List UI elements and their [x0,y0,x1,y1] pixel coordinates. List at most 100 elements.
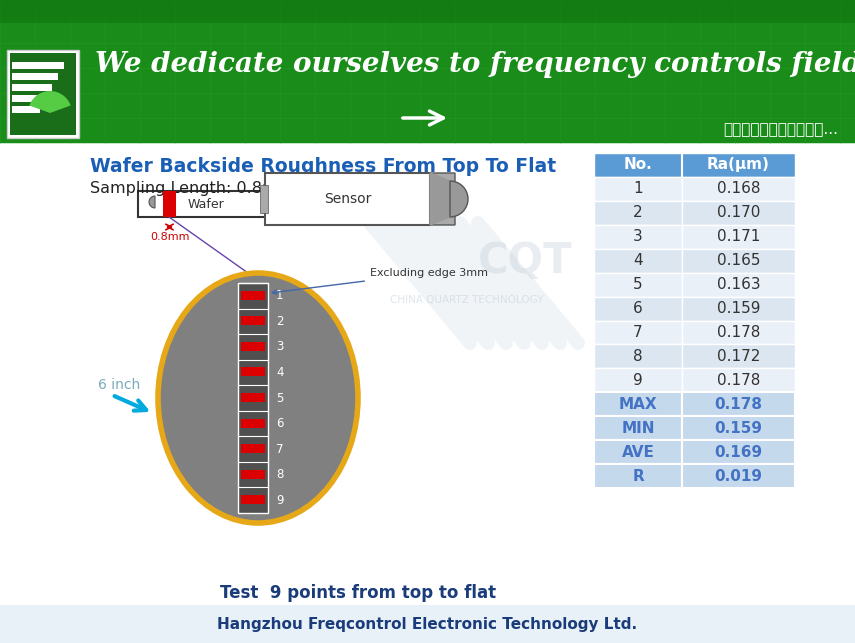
FancyBboxPatch shape [430,173,455,225]
Bar [682,368,795,392]
Bar [241,291,265,300]
Text: 1: 1 [276,289,284,302]
Text: 0.178: 0.178 [715,397,763,412]
Text: 我们致力于频率控制领域...: 我们致力于频率控制领域... [723,123,838,138]
Bar [594,345,682,368]
Text: R: R [632,469,644,484]
Text: 5: 5 [634,277,643,292]
Bar [241,367,265,376]
Bar [260,185,268,213]
Bar [12,106,40,113]
Bar [0,0,855,23]
Text: Wafer Backside Roughness From Top To Flat: Wafer Backside Roughness From Top To Fla… [90,158,556,176]
Bar [241,393,265,402]
Bar [0,0,855,143]
Text: 8: 8 [276,468,283,481]
Text: 3: 3 [633,230,643,244]
Bar [682,177,795,201]
Ellipse shape [158,273,358,523]
Text: 0.165: 0.165 [716,253,760,268]
Bar [682,296,795,320]
Bar [7,50,79,138]
Text: MIN: MIN [622,421,655,436]
Text: Sampling Length: 0.8mm: Sampling Length: 0.8mm [90,181,293,195]
Text: 7: 7 [276,442,284,456]
Bar [594,153,795,177]
Bar [241,495,265,504]
Bar [682,345,795,368]
Text: 0.172: 0.172 [716,349,760,364]
Bar [594,249,682,273]
Bar [594,368,682,392]
Text: CHINA QUARTZ TECHNOLOGY: CHINA QUARTZ TECHNOLOGY [390,295,544,305]
Bar [594,440,682,464]
Text: 0.8mm: 0.8mm [150,232,189,242]
Bar [594,320,682,345]
Bar [594,392,682,416]
Bar [594,416,682,440]
Bar [241,469,265,478]
Bar [594,296,682,320]
Text: 0.163: 0.163 [716,277,760,292]
Text: Sensor: Sensor [324,192,371,206]
Text: 1: 1 [634,181,643,196]
Text: AVE: AVE [622,444,654,460]
Bar [12,62,64,69]
Bar [163,191,176,217]
Bar [594,225,682,249]
Bar [241,444,265,453]
Text: 8: 8 [634,349,643,364]
Bar [682,225,795,249]
Text: 0.171: 0.171 [716,230,760,244]
Text: 6: 6 [276,417,284,430]
Text: 6: 6 [633,301,643,316]
Wedge shape [450,181,468,217]
Bar [155,198,270,206]
Text: 0.168: 0.168 [716,181,760,196]
Bar [10,53,76,135]
Bar [682,416,795,440]
Bar [594,201,682,225]
Bar [12,73,58,80]
Text: 5: 5 [276,392,283,404]
Bar [265,173,430,225]
Bar [241,316,265,325]
Text: 4: 4 [634,253,643,268]
Bar [12,84,52,91]
Bar [682,440,795,464]
Bar [682,320,795,345]
Bar [682,201,795,225]
Bar [682,464,795,488]
Text: CQT: CQT [478,240,573,282]
Text: 0.170: 0.170 [716,205,760,221]
Text: MAX: MAX [619,397,657,412]
Text: 0.178: 0.178 [716,325,760,340]
Text: 9: 9 [633,373,643,388]
Bar [241,419,265,428]
Bar [682,273,795,296]
Bar [594,177,682,201]
Text: Test  9 points from top to flat: Test 9 points from top to flat [220,584,496,602]
Bar [0,143,855,643]
Bar [238,283,268,513]
Text: Hangzhou Freqcontrol Electronic Technology Ltd.: Hangzhou Freqcontrol Electronic Technolo… [217,617,637,631]
Bar [12,95,46,102]
Text: Ra(μm): Ra(μm) [707,158,770,172]
Bar [594,273,682,296]
Bar [138,191,268,217]
Text: 0.159: 0.159 [715,421,763,436]
Text: Excluding edge 3mm: Excluding edge 3mm [272,268,488,294]
Text: 0.169: 0.169 [715,444,763,460]
Text: 2: 2 [634,205,643,221]
Text: 9: 9 [276,494,284,507]
Text: 0.178: 0.178 [716,373,760,388]
Bar [682,249,795,273]
Text: 4: 4 [276,366,284,379]
Wedge shape [29,91,71,113]
Bar [682,392,795,416]
Text: 6 inch: 6 inch [98,378,140,392]
Text: We dedicate ourselves to frequency controls field...: We dedicate ourselves to frequency contr… [95,51,855,78]
Text: 2: 2 [276,315,284,328]
Text: 3: 3 [276,340,283,354]
Wedge shape [149,196,155,208]
